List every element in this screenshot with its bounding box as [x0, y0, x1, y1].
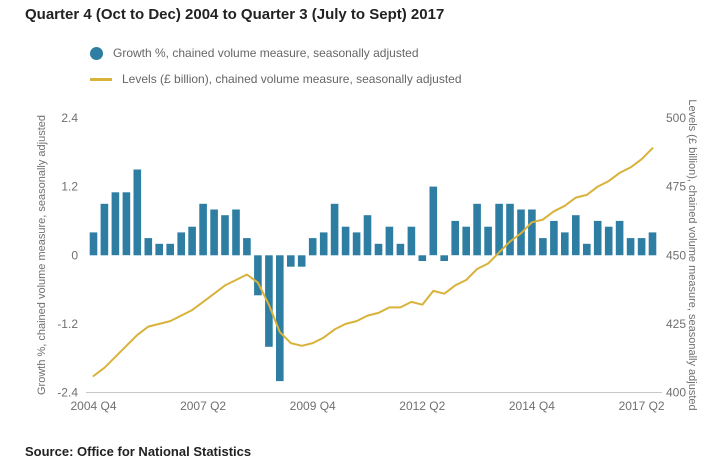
- growth-bar: [199, 203, 207, 256]
- growth-bar: [232, 209, 240, 256]
- growth-bar: [407, 226, 416, 256]
- growth-bar: [429, 186, 438, 256]
- growth-bar: [133, 169, 142, 256]
- growth-bar: [440, 255, 448, 261]
- growth-bar: [177, 232, 185, 256]
- x-axis-tick-label: 2007 Q2: [180, 399, 226, 413]
- source-text: Office for National Statistics: [77, 444, 252, 459]
- growth-bar: [297, 255, 306, 267]
- right-axis-tick-label: 500: [666, 111, 686, 125]
- growth-bar: [495, 203, 503, 256]
- growth-bar: [583, 243, 591, 256]
- growth-bar: [626, 238, 635, 256]
- growth-bar: [155, 243, 163, 256]
- source-note: Source: Office for National Statistics: [25, 444, 251, 459]
- growth-bar: [385, 226, 394, 256]
- left-axis-tick-label: 0: [71, 248, 78, 262]
- x-axis-tick-label: 2017 Q2: [619, 399, 665, 413]
- growth-bar: [341, 226, 350, 256]
- growth-bar: [330, 203, 339, 256]
- legend-item-growth: Growth %, chained volume measure, season…: [90, 46, 462, 60]
- growth-bar: [188, 226, 196, 256]
- growth-bar: [319, 232, 328, 256]
- growth-bar: [396, 243, 405, 256]
- growth-bar: [604, 226, 613, 256]
- growth-bar: [374, 243, 383, 256]
- growth-series-swatch-icon: [90, 46, 103, 60]
- left-axis-tick-label: 2.4: [61, 111, 78, 125]
- growth-bar: [276, 255, 284, 382]
- growth-bar: [648, 232, 657, 256]
- growth-bar: [243, 238, 251, 256]
- growth-bar: [473, 203, 481, 256]
- growth-bar: [484, 226, 492, 256]
- growth-bar: [111, 192, 120, 256]
- legend-item-levels: Levels (£ billion), chained volume measu…: [90, 72, 462, 86]
- growth-bar: [122, 192, 131, 256]
- growth-bar: [221, 215, 229, 256]
- growth-bar: [561, 232, 569, 256]
- right-axis-tick-label: 425: [666, 317, 686, 331]
- growth-bar: [363, 215, 372, 256]
- right-axis-tick-label: 475: [666, 180, 686, 194]
- growth-bar: [352, 232, 361, 256]
- x-axis-tick-label: 2004 Q4: [70, 399, 116, 413]
- growth-bar: [166, 243, 174, 256]
- chart-title: Quarter 4 (Oct to Dec) 2004 to Quarter 3…: [25, 6, 445, 23]
- levels-line: [92, 147, 654, 377]
- legend: Growth %, chained volume measure, season…: [90, 46, 462, 86]
- growth-bar: [462, 226, 470, 256]
- growth-bar: [254, 255, 262, 296]
- growth-bar: [615, 220, 624, 256]
- growth-bar: [100, 203, 109, 256]
- growth-bar: [287, 255, 295, 267]
- growth-bar: [418, 255, 427, 261]
- left-axis-tick-label: -2.4: [57, 386, 78, 400]
- x-axis-tick-label: 2009 Q4: [290, 399, 336, 413]
- legend-label-growth: Growth %, chained volume measure, season…: [113, 46, 419, 60]
- growth-bar: [528, 209, 536, 256]
- left-axis-tick-label: 1.2: [61, 180, 78, 194]
- growth-bar: [308, 238, 317, 256]
- growth-bar: [144, 238, 153, 256]
- growth-bar: [539, 238, 547, 256]
- growth-bar: [593, 220, 602, 256]
- growth-bar: [550, 220, 558, 256]
- growth-bar: [265, 255, 273, 347]
- source-label: Source:: [25, 444, 74, 459]
- levels-series-swatch-icon: [90, 77, 112, 81]
- right-axis-tick-label: 400: [666, 386, 686, 400]
- x-axis-tick-label: 2014 Q4: [509, 399, 555, 413]
- right-axis-tick-label: 450: [666, 248, 686, 262]
- left-axis-tick-label: -1.2: [57, 317, 78, 331]
- growth-bar: [637, 238, 646, 256]
- legend-label-levels: Levels (£ billion), chained volume measu…: [122, 72, 462, 86]
- x-axis-tick-label: 2012 Q2: [399, 399, 445, 413]
- growth-bar: [451, 220, 459, 256]
- growth-bar: [572, 215, 580, 256]
- growth-bar: [506, 203, 514, 256]
- growth-bar: [210, 209, 218, 256]
- growth-bar: [89, 232, 98, 256]
